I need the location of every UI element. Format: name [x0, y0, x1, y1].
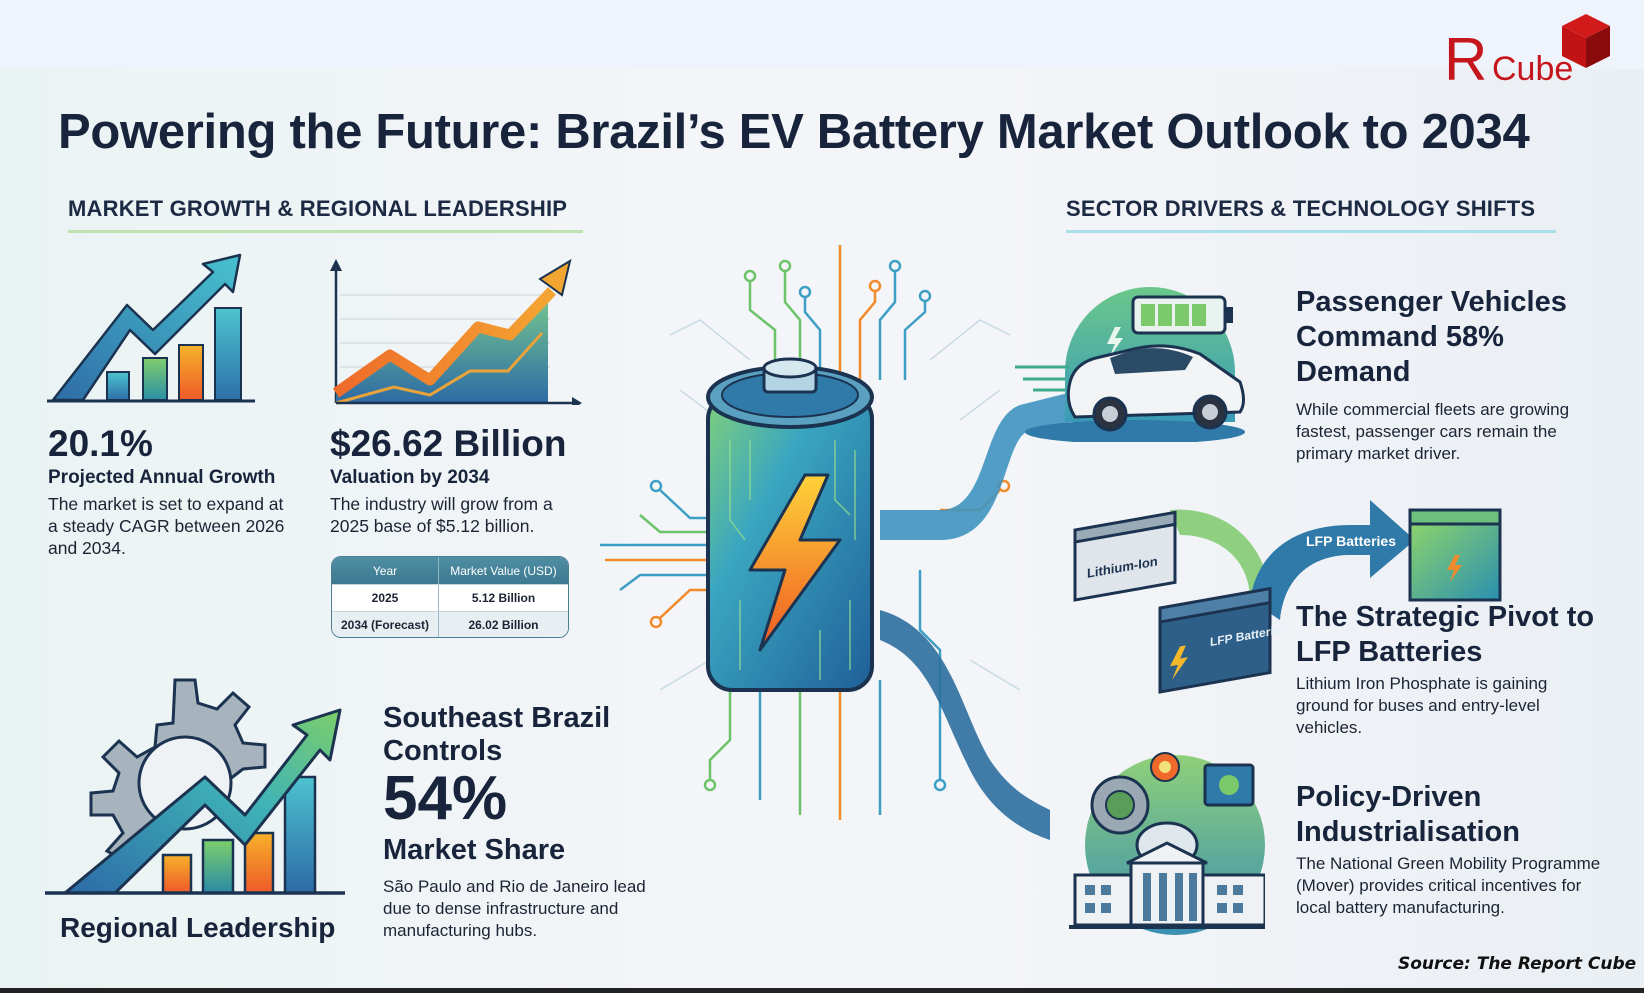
logo-mark: Я: [1444, 26, 1488, 93]
cube-icon: [1562, 14, 1610, 68]
battery-lightning-icon: [600, 245, 1021, 820]
growth-description: The market is set to expand at a steady …: [48, 494, 285, 558]
table-cell-value: 26.02 Billion: [468, 618, 539, 632]
table-cell-year: 2034 (Forecast): [332, 612, 439, 637]
region-heading: Southeast Brazil Controls: [383, 702, 611, 767]
source-credit: Source: The Report Cube: [1398, 954, 1637, 974]
section-heading-sector-drivers: SECTOR DRIVERS & TECHNOLOGY SHIFTS: [1066, 196, 1556, 233]
table-cell-year: 2025: [332, 585, 439, 611]
arrow-label: LFP Batteries: [1306, 533, 1396, 549]
table-row: 2034 (Forecast) 26.02 Billion: [332, 611, 568, 637]
government-industry-icon: [1069, 752, 1265, 935]
battery-swap-icon: LFP Batteries Lithium-Ion LFP Batteries: [1073, 500, 1502, 694]
table-header-year: Year: [332, 557, 439, 584]
growth-value: 20.1%: [48, 423, 153, 464]
region-description: São Paulo and Rio de Janeiro lead due to…: [383, 877, 646, 940]
table-row: 2025 5.12 Billion: [332, 584, 568, 611]
regional-leadership-label: Regional Leadership: [60, 912, 336, 943]
driver-heading-passenger: Passenger Vehicles Command 58% Demand: [1296, 286, 1567, 388]
valuation-label: Valuation by 2034: [330, 467, 490, 488]
region-subheading: Market Share: [383, 834, 566, 866]
valuation-value: $26.62 Billion: [330, 423, 567, 464]
driver-description-policy: The National Green Mobility Programme (M…: [1296, 854, 1601, 917]
driver-heading-lfp: The Strategic Pivot to LFP Batteries: [1296, 601, 1595, 668]
electric-car-icon: [1015, 287, 1245, 442]
table-header-row: Year Market Value (USD): [332, 557, 568, 584]
bottom-border: [0, 988, 1644, 993]
logo-text: Cube: [1492, 50, 1574, 88]
gear-growth-chart-icon: [45, 678, 345, 895]
line-area-chart-icon: [330, 258, 582, 405]
top-band: [0, 0, 1644, 69]
growth-bar-chart-icon: [47, 253, 255, 403]
driver-heading-policy: Policy-Driven Industrialisation: [1296, 781, 1520, 848]
section-heading-market-growth: MARKET GROWTH & REGIONAL LEADERSHIP: [68, 196, 583, 233]
driver-description-lfp: Lithium Iron Phosphate is gaining ground…: [1296, 674, 1548, 737]
growth-label: Projected Annual Growth: [48, 467, 276, 488]
valuation-description: The industry will grow from a 2025 base …: [330, 494, 553, 536]
table-cell-value: 5.12 Billion: [471, 591, 536, 605]
region-percent: 54%: [383, 764, 508, 833]
page-title: Powering the Future: Brazil’s EV Battery…: [58, 105, 1530, 159]
market-value-table: Year Market Value (USD) 2025 5.12 Billio…: [331, 556, 569, 638]
table-header-value: Market Value (USD): [450, 563, 557, 578]
flow-ribbons: [880, 390, 1080, 840]
brand-logo: Я Cube: [1440, 12, 1620, 93]
driver-description-passenger: While commercial fleets are growing fast…: [1296, 400, 1570, 463]
